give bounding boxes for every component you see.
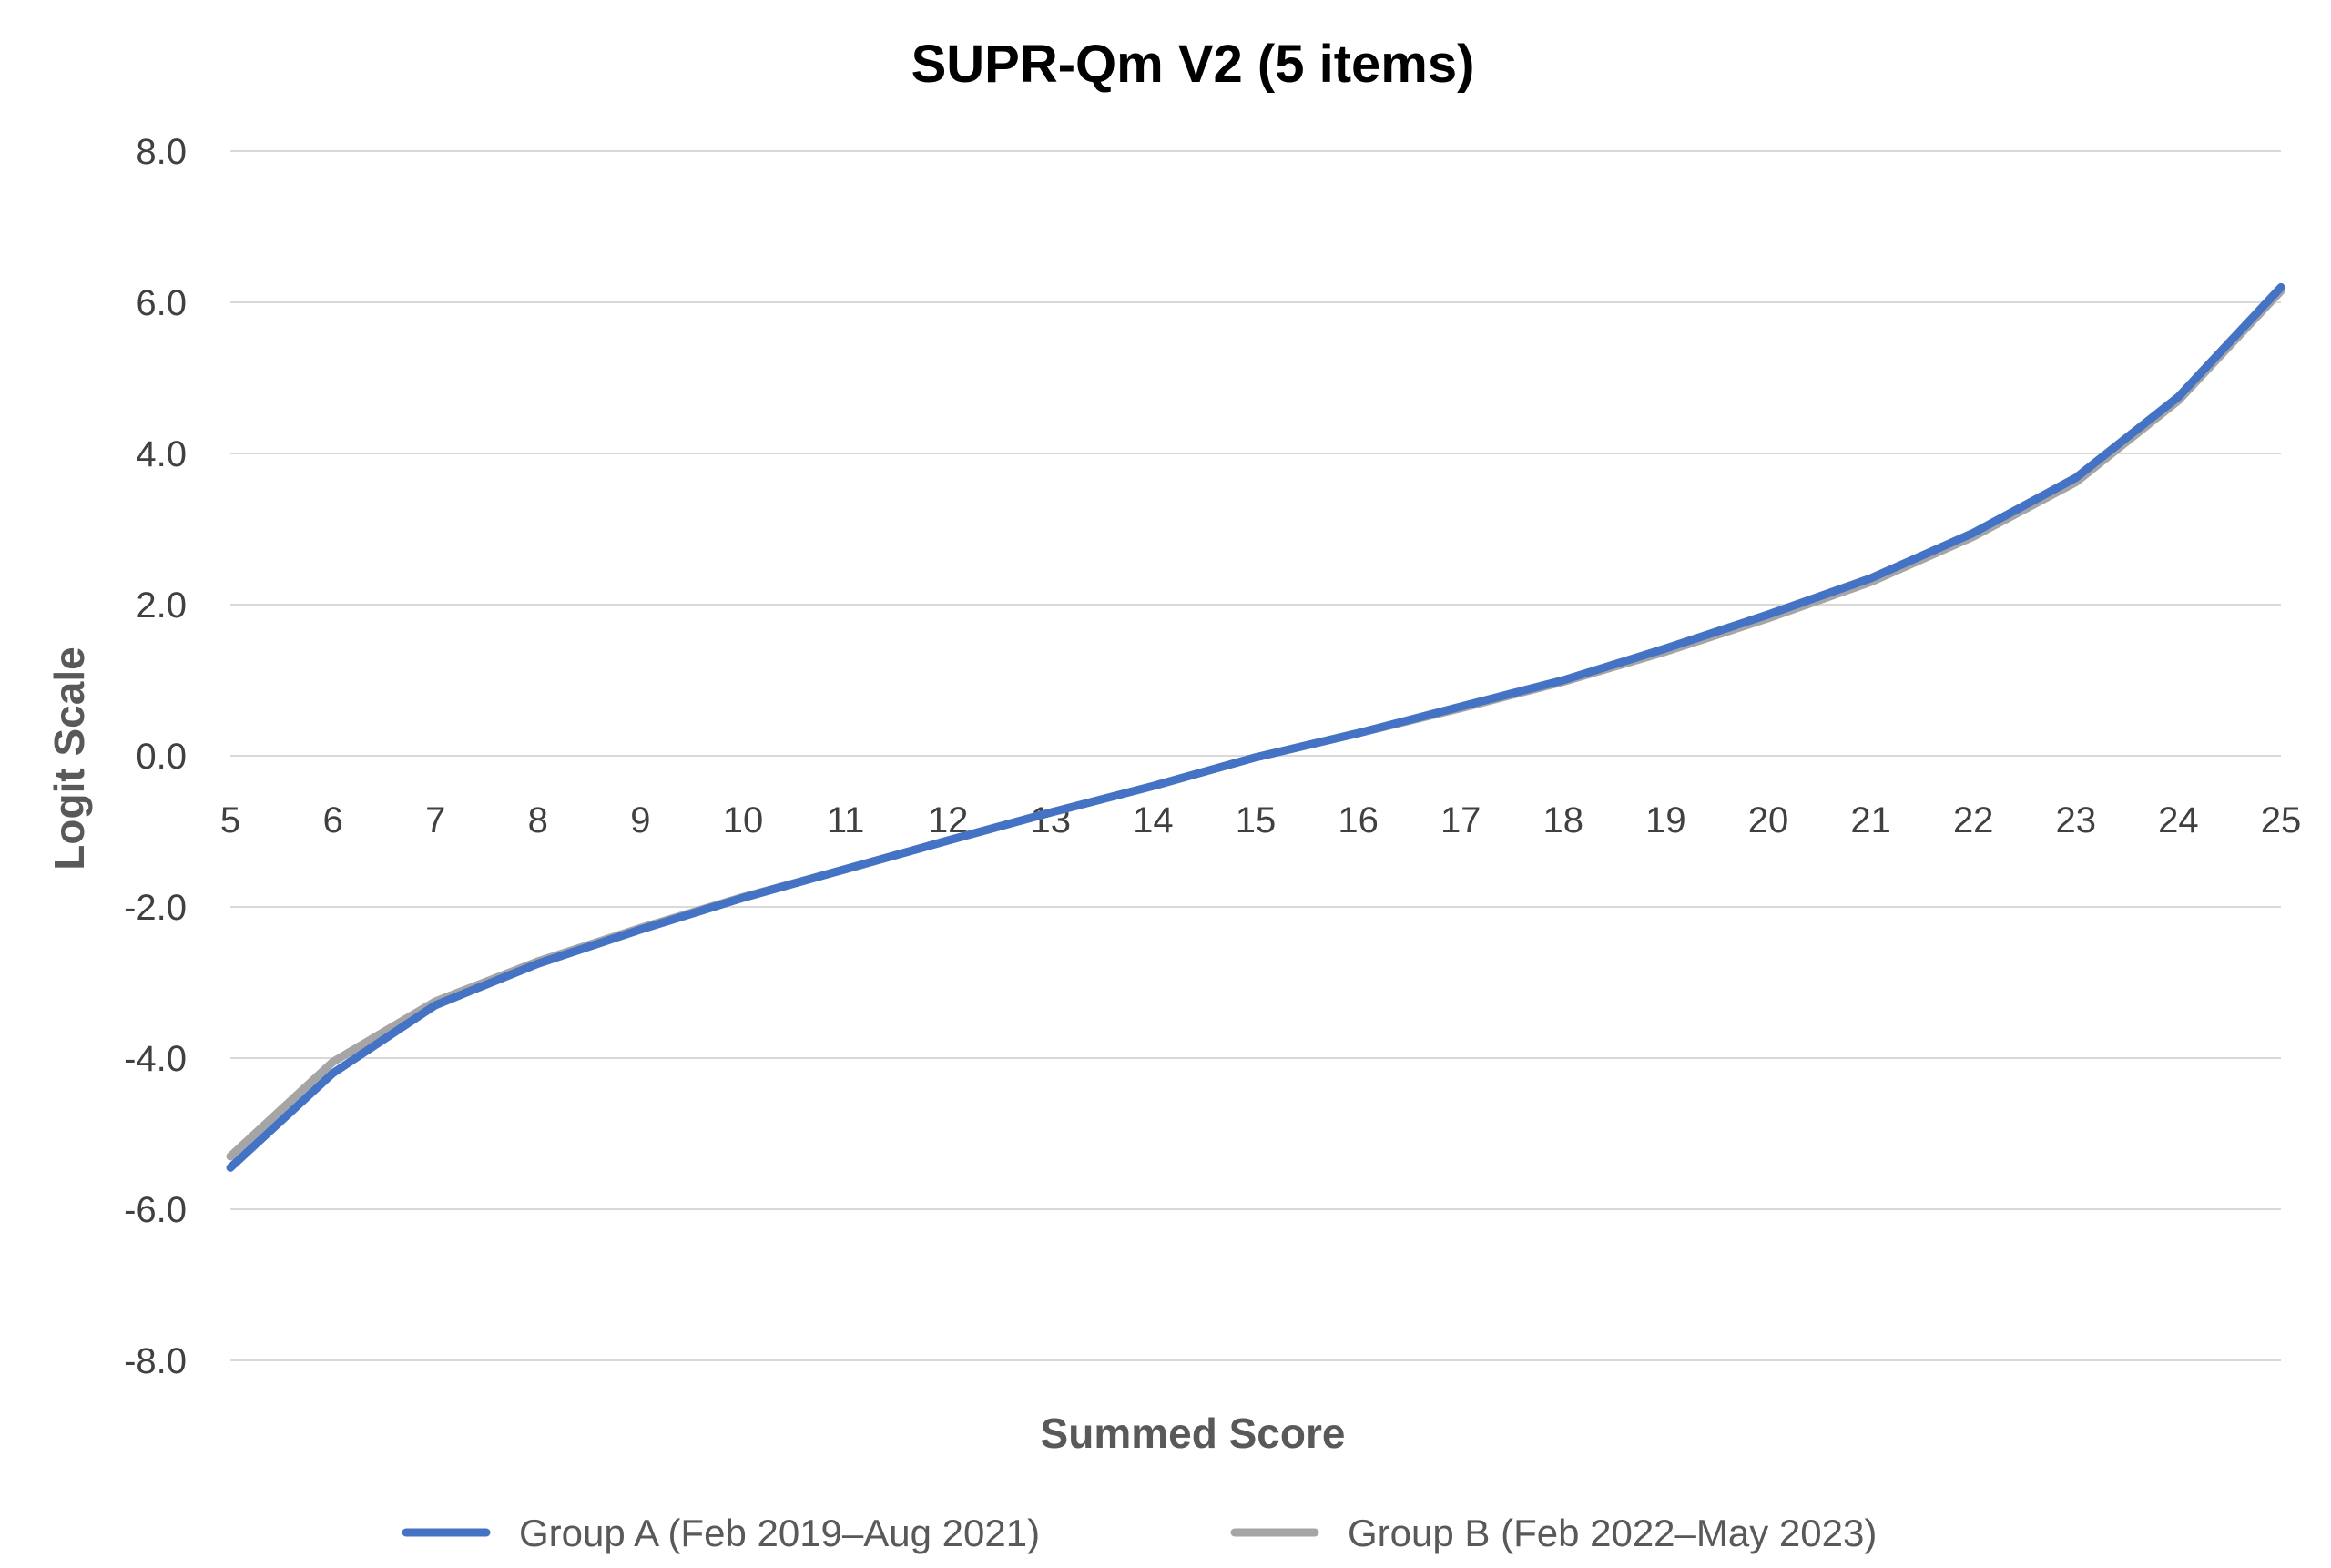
x-tick-label: 21 [1850,800,1891,840]
x-tick-label: 20 [1748,800,1789,840]
series-line-group-a [226,282,2285,1172]
x-tick-label: 17 [1440,800,1481,840]
x-tick-label: 5 [220,800,240,840]
y-tick-label: 8.0 [136,132,187,172]
x-tick-label: 8 [528,800,548,840]
y-axis-label: Logit Scale [46,647,93,870]
x-tick-label: 11 [827,800,865,840]
y-tick-label: -6.0 [124,1190,187,1230]
x-tick-label: 16 [1338,800,1379,840]
x-tick-label: 10 [723,800,764,840]
y-tick-label: -8.0 [124,1341,187,1381]
x-tick-label: 7 [425,800,445,840]
x-tick-label: 15 [1236,800,1277,840]
x-axis-label: Summed Score [1041,1410,1346,1457]
x-tick-label: 24 [2158,800,2199,840]
y-tick-label: 4.0 [136,434,187,474]
legend-label: Group A (Feb 2019–Aug 2021) [519,1512,1040,1554]
y-tick-label: 0.0 [136,737,187,777]
y-tick-label: 2.0 [136,585,187,626]
chart-title: SUPR-Qm V2 (5 items) [911,35,1475,94]
x-tick-label: 23 [2056,800,2097,840]
x-tick-label: 6 [322,800,342,840]
series-line-group-b [226,287,2285,1161]
x-tick-label: 25 [2261,800,2302,840]
x-tick-label: 14 [1133,800,1174,840]
legend-label: Group B (Feb 2022–May 2023) [1348,1512,1877,1554]
series-lines [226,282,2285,1172]
y-tick-label: 6.0 [136,283,187,323]
y-tick-labels: 8.0 6.0 4.0 2.0 0.0 -2.0 -4.0 -6.0 -8.0 [124,132,187,1381]
x-tick-label: 9 [630,800,650,840]
x-tick-labels: 5 6 7 8 9 10 11 12 13 14 15 16 17 18 19 20 21 22 23 24 25 [220,800,2301,840]
x-tick-label: 18 [1543,800,1584,840]
y-tick-label: -2.0 [124,888,187,928]
y-tick-label: -4.0 [124,1039,187,1079]
x-tick-label: 22 [1953,800,1994,840]
x-tick-label: 19 [1645,800,1686,840]
legend: Group A (Feb 2019–Aug 2021) Group B (Feb … [402,1512,1877,1554]
